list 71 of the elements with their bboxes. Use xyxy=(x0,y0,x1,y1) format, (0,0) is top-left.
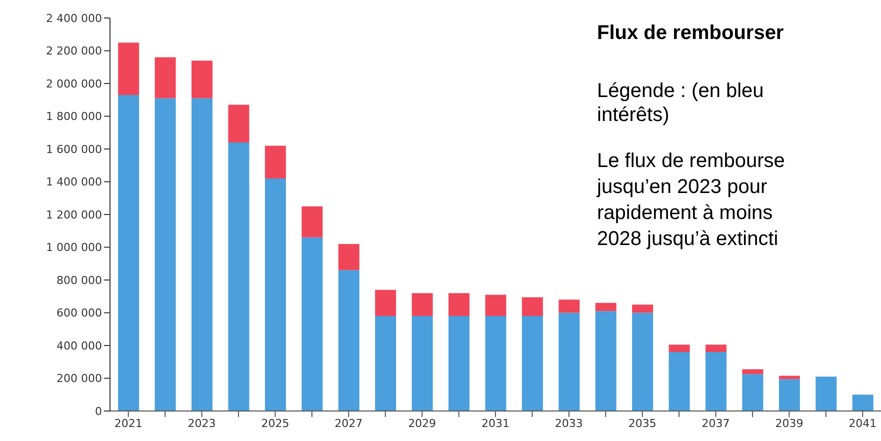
bar xyxy=(264,146,286,178)
bar xyxy=(228,104,250,142)
x-tick-label: 2041 xyxy=(848,416,877,430)
x-tick-label: 2037 xyxy=(702,416,730,430)
y-tick-label: 1 200 000 xyxy=(46,208,102,222)
bar xyxy=(632,304,654,313)
bar xyxy=(778,376,800,380)
bar xyxy=(192,98,213,411)
annotation: Le flux de rembourse xyxy=(597,150,785,173)
bar xyxy=(742,369,764,374)
y-tick-label: 2 000 000 xyxy=(46,77,102,90)
bar xyxy=(522,316,543,411)
bar xyxy=(154,98,176,411)
bar xyxy=(668,352,690,411)
x-tick-label: 2039 xyxy=(775,416,804,430)
x-tick-label: 2033 xyxy=(554,416,583,430)
y-tick-label: 800 000 xyxy=(56,274,102,287)
x-tick-label: 2027 xyxy=(334,416,363,430)
bar xyxy=(485,294,506,316)
y-tick-label: 200 000 xyxy=(56,372,102,386)
bar xyxy=(192,60,213,98)
x-tick-label: 2031 xyxy=(482,416,510,430)
bar xyxy=(412,316,433,411)
x-tick-label: 2035 xyxy=(628,416,656,430)
bar xyxy=(816,376,837,411)
bar xyxy=(375,290,396,316)
bar xyxy=(448,293,470,316)
bar xyxy=(302,206,323,238)
annotation: Légende : (en bleu xyxy=(597,80,764,103)
bar xyxy=(118,42,140,95)
bar xyxy=(558,312,580,411)
bar xyxy=(154,57,176,98)
bar xyxy=(118,94,140,411)
bar xyxy=(852,394,874,411)
y-tick-label: 1 000 000 xyxy=(46,241,102,254)
bar xyxy=(448,316,470,411)
y-tick-label: 1 600 000 xyxy=(46,142,102,156)
y-tick-label: 1 800 000 xyxy=(46,110,102,124)
bar xyxy=(595,311,616,411)
bar xyxy=(302,237,323,411)
x-tick-label: 2021 xyxy=(114,416,142,430)
bar xyxy=(706,344,727,352)
annotation: 2028 jusqu’à extincti xyxy=(597,228,778,251)
bar xyxy=(778,379,800,411)
bar xyxy=(338,244,360,270)
y-tick-label: 2 400 000 xyxy=(46,12,102,25)
y-tick-label: 600 000 xyxy=(56,306,102,320)
bar xyxy=(632,312,654,411)
y-tick-label: 400 000 xyxy=(56,339,102,352)
x-tick-label: 2025 xyxy=(261,416,290,430)
annotation: rapidement à moins xyxy=(597,202,773,225)
bar xyxy=(338,270,360,411)
annotation: intérêts) xyxy=(597,104,670,127)
x-tick-label: 2023 xyxy=(188,416,216,430)
annotation: jusqu’en 2023 pour xyxy=(597,176,768,199)
y-tick-label: 0 xyxy=(95,404,102,418)
y-tick-label: 1 400 000 xyxy=(46,176,102,189)
bar xyxy=(228,142,250,411)
bar xyxy=(375,316,396,411)
chart-title: Flux de rembourser xyxy=(597,22,784,45)
bar xyxy=(412,293,433,316)
bar xyxy=(485,316,506,411)
bar xyxy=(558,300,580,313)
x-tick-label: 2029 xyxy=(408,416,436,430)
bar xyxy=(742,374,764,411)
bar xyxy=(668,344,690,352)
bar xyxy=(706,352,727,411)
bar xyxy=(522,297,543,316)
bar xyxy=(595,302,616,312)
bar xyxy=(264,178,286,411)
y-tick-label: 2 200 000 xyxy=(46,44,102,58)
